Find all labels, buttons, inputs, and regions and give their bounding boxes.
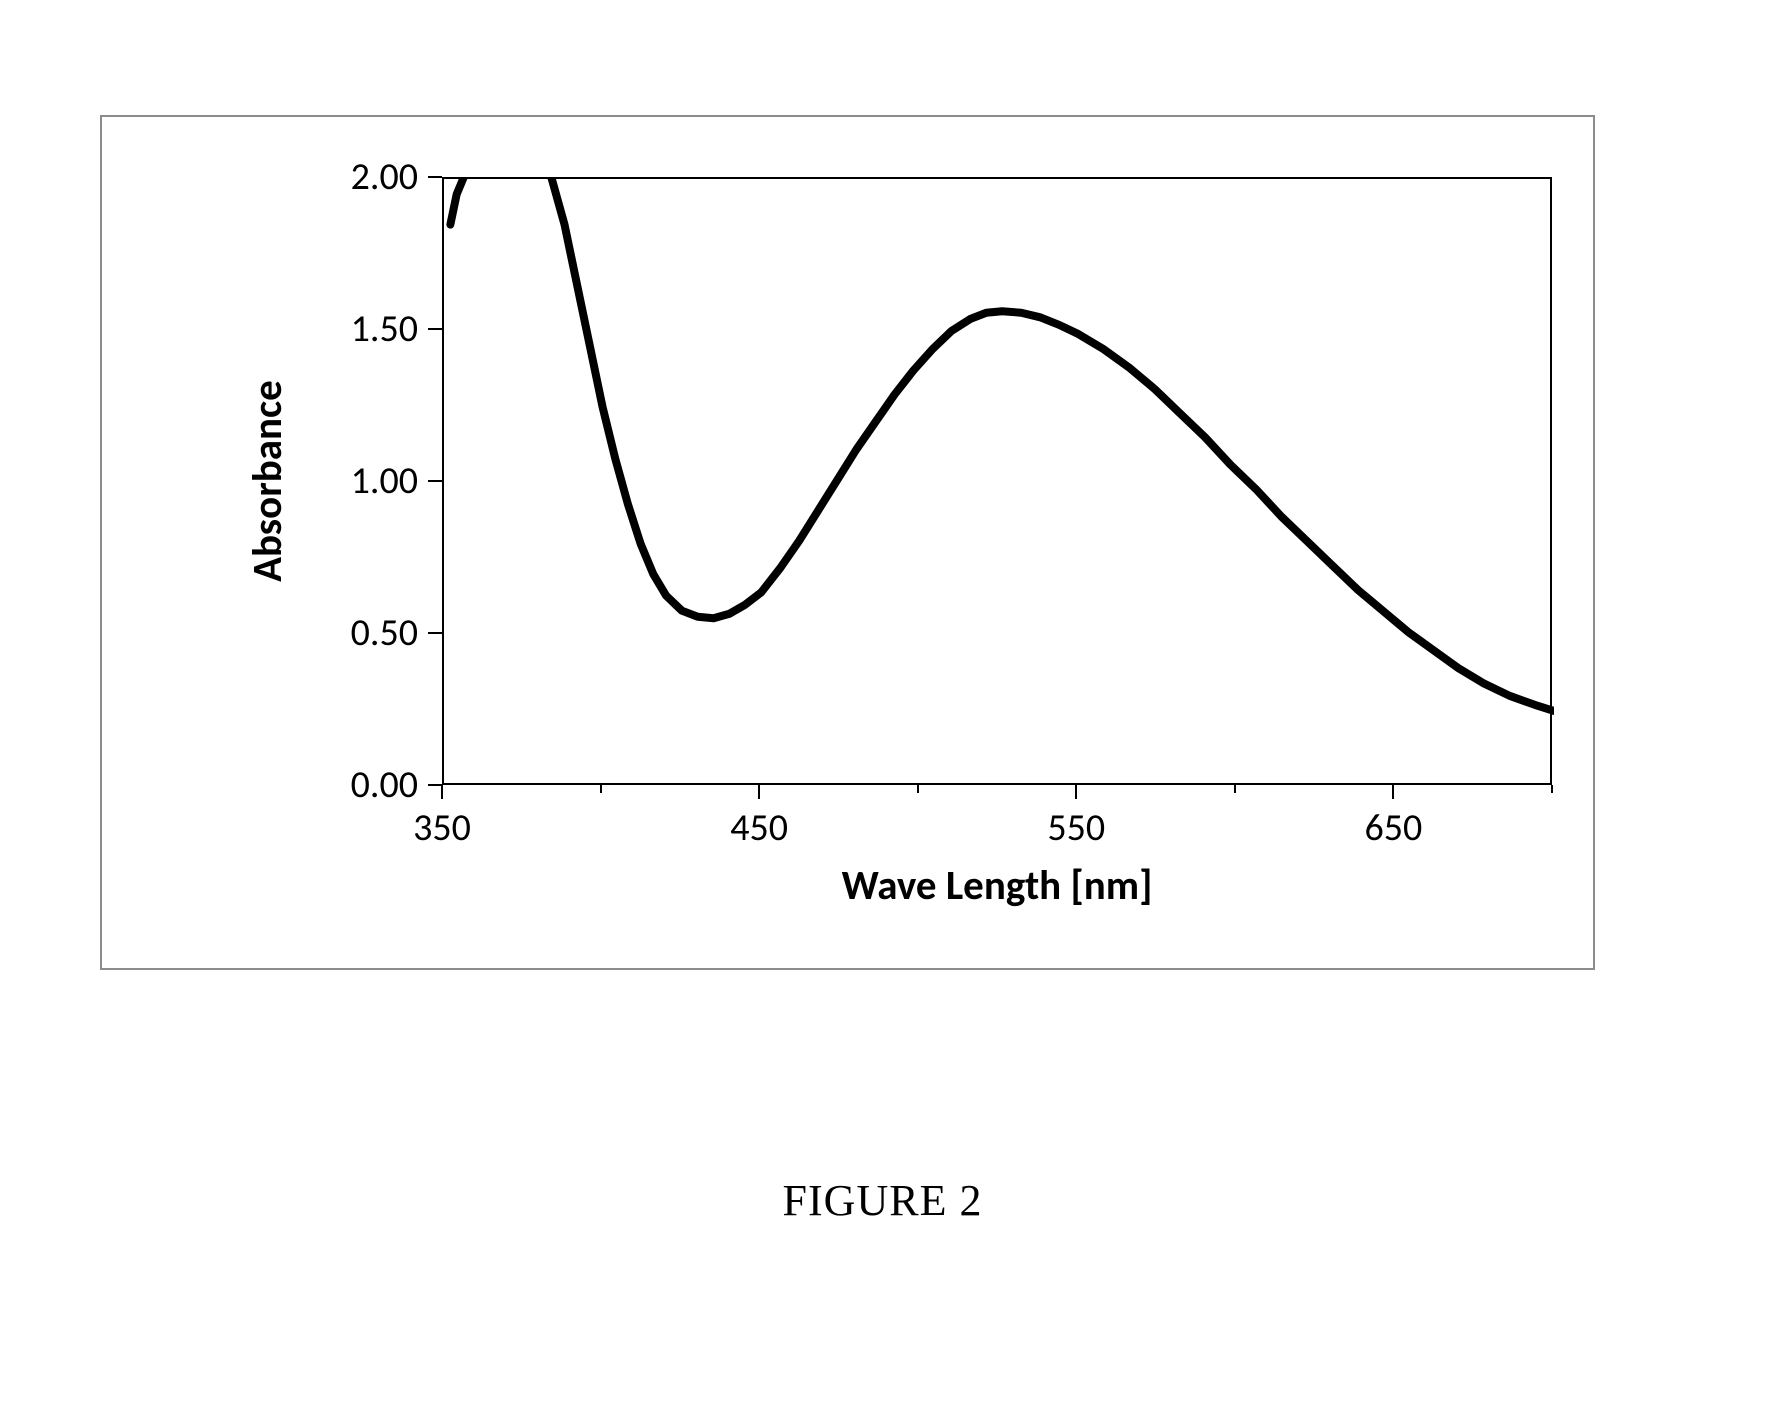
x-tick-label: 350 xyxy=(413,805,471,851)
x-tick-label: 550 xyxy=(1047,805,1105,851)
y-major-tick xyxy=(428,784,442,786)
x-major-tick xyxy=(441,785,443,799)
x-minor-tick xyxy=(917,785,919,793)
x-minor-tick xyxy=(600,785,602,793)
y-major-tick xyxy=(428,480,442,482)
x-tick-label: 450 xyxy=(730,805,788,851)
y-axis-title: Absorbance xyxy=(243,380,293,582)
y-tick-label: 0.00 xyxy=(328,762,418,808)
chart-outer-frame: 350 450 550 650 0.00 0.50 1.00 1.50 2.00 Wave L… xyxy=(100,115,1595,970)
y-tick-label: 1.50 xyxy=(328,306,418,352)
figure-caption: FIGURE 2 xyxy=(783,1175,983,1226)
x-major-tick xyxy=(1075,785,1077,799)
y-major-tick xyxy=(428,176,442,178)
x-major-tick xyxy=(1392,785,1394,799)
y-tick-label: 0.50 xyxy=(328,610,418,656)
y-tick-label: 1.00 xyxy=(328,458,418,504)
x-major-tick xyxy=(758,785,760,799)
y-major-tick xyxy=(428,328,442,330)
plot-area xyxy=(442,177,1552,785)
plot-svg xyxy=(444,179,1554,787)
x-minor-tick xyxy=(1551,785,1553,793)
x-tick-label: 650 xyxy=(1365,805,1423,851)
y-major-tick xyxy=(428,632,442,634)
x-axis-title: Wave Length [nm] xyxy=(842,861,1153,911)
absorbance-curve xyxy=(450,149,1554,711)
x-minor-tick xyxy=(1234,785,1236,793)
y-tick-label: 2.00 xyxy=(328,154,418,200)
